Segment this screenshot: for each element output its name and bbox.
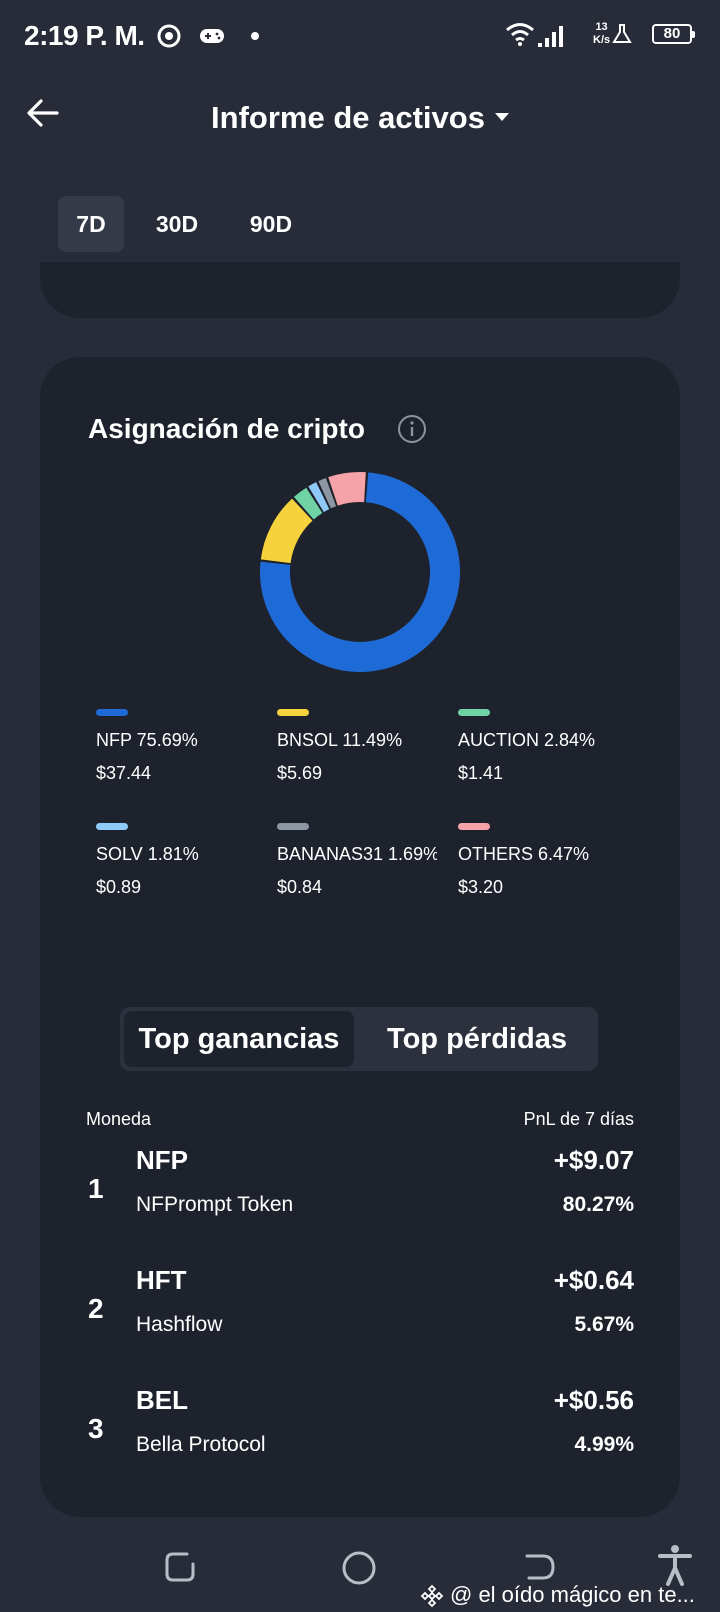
legend-item-others: OTHERS 6.47% $3.20 [458,823,634,898]
tab-top-losers[interactable]: Top pérdidas [387,1023,567,1055]
home-icon[interactable] [341,1550,377,1586]
legend-item-solv: SOLV 1.81% $0.89 [96,823,272,898]
game-controller-icon [200,29,224,43]
legend-swatch [458,823,490,830]
flask-icon [612,24,632,43]
row-pnl: +$9.07 [553,1145,634,1175]
legend-swatch [96,823,128,830]
network-speed: 13 K/s [593,21,611,46]
row-symbol: NFP [136,1145,188,1175]
table-row[interactable]: 1 NFP NFPrompt Token +$9.07 80.27% [40,1135,680,1245]
allocation-title: Asignación de cripto [88,413,365,444]
back-arrow-icon[interactable] [26,96,60,130]
donut-slice-bnsol [260,498,313,564]
donut-slice-auction [293,487,323,520]
legend-item-nfp: NFP 75.69% $37.44 [96,709,272,784]
row-coin-name: Bella Protocol [136,1433,266,1456]
period-30d[interactable]: 30D [155,211,199,237]
column-header-pnl: PnL de 7 días [523,1109,634,1129]
legend-swatch [277,823,309,830]
app-bar: Informe de activos [0,80,720,160]
period-7d[interactable]: 7D [58,196,124,252]
row-coin-name: NFPrompt Token [136,1193,294,1216]
row-pnl: +$0.56 [553,1385,634,1415]
row-pnl: +$0.64 [553,1265,634,1295]
legend-item-bananas31: BANANAS31 1.69% $0.84 [277,823,437,898]
wifi-icon [506,23,534,46]
signal-icon [538,26,563,47]
status-bar: 2:19 P. M. 13 K/s 80 [0,0,720,72]
donut-slice-solv [308,482,330,513]
donut-slice-nfp [260,472,460,672]
allocation-donut-chart [260,472,460,672]
row-rank: 1 [88,1173,104,1204]
legend-item-bnsol: BNSOL 11.49% $5.69 [277,709,453,784]
row-symbol: HFT [136,1265,187,1295]
row-pnl-percent: 80.27% [562,1193,634,1216]
summary-card-bottom [40,262,680,318]
page-title[interactable]: Informe de activos [0,100,720,136]
chrome-icon [157,24,181,48]
allocation-card: Asignación de cripto NFP 75.69% $37.44 B… [40,357,680,1517]
legend-swatch [458,709,490,716]
battery-indicator: 80 [652,24,695,44]
legend-item-auction: AUCTION 2.84% $1.41 [458,709,634,784]
row-symbol: BEL [136,1385,188,1415]
binance-logo-icon [420,1584,444,1608]
column-header-coin: Moneda [86,1109,152,1129]
row-pnl-percent: 5.67% [574,1313,634,1336]
row-pnl-percent: 4.99% [574,1433,634,1456]
row-rank: 2 [88,1293,104,1324]
info-icon[interactable] [397,414,427,444]
donut-slice-others [328,472,366,506]
tab-top-gainers[interactable]: Top ganancias [124,1011,354,1067]
accessibility-icon[interactable] [658,1544,692,1586]
system-nav-bar [0,1520,720,1612]
legend-swatch [96,709,128,716]
row-rank: 3 [88,1413,104,1444]
back-nav-icon[interactable] [523,1550,557,1584]
status-time: 2:19 P. M. [24,20,145,51]
row-coin-name: Hashflow [136,1313,223,1336]
table-row[interactable]: 2 HFT Hashflow +$0.64 5.67% [40,1255,680,1365]
recent-apps-icon[interactable] [163,1550,197,1584]
table-row[interactable]: 3 BEL Bella Protocol +$0.56 4.99% [40,1375,680,1485]
dropdown-caret-icon [494,112,509,121]
notification-dot-icon [251,32,259,40]
donut-slice-bananas31 [318,478,337,509]
watermark: @ el oído mágico en te... [420,1582,695,1608]
gainers-losers-toggle: Top ganancias Top pérdidas [120,1007,598,1071]
period-90d[interactable]: 90D [249,211,293,237]
legend-swatch [277,709,309,716]
